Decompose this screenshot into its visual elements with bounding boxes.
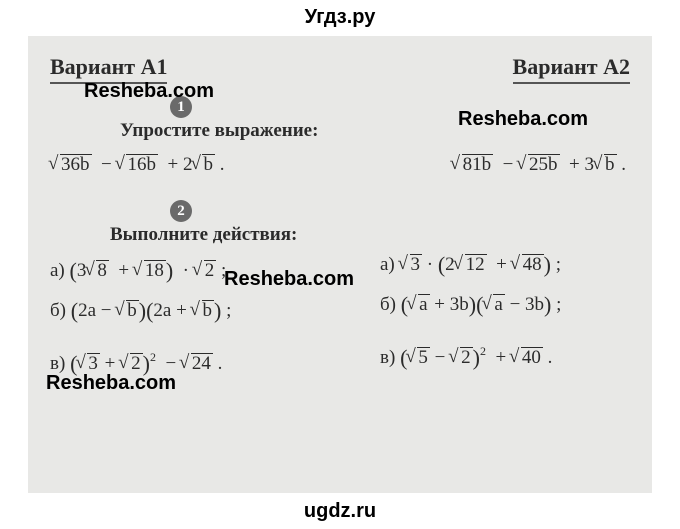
task-badge-2: 2 (170, 200, 192, 222)
watermark-4: Resheba.com (46, 372, 176, 395)
variant-a2-title: Вариант А2 (513, 54, 630, 84)
watermark-2: Resheba.com (458, 108, 588, 131)
a2-item-a: а) 3 · (212 + 48) ; (350, 252, 630, 278)
a2-expr1: 81b − 25b + 3b . (350, 154, 630, 176)
a1-item-b: б) (2a − b)(2a + b) ; (50, 298, 330, 324)
watermark-1: Resheba.com (84, 80, 214, 103)
watermark-3: Resheba.com (224, 268, 354, 291)
a2-item-b: б) (a + 3b)(a − 3b) ; (350, 292, 630, 318)
task2-instruction: Выполните действия: (110, 224, 330, 246)
task1-instruction: Упростите выражение: (120, 120, 330, 142)
page-scan: Resheba.com Resheba.com Resheba.com Resh… (28, 36, 652, 493)
a1-expr1: 36b − 16b + 2b . (50, 154, 330, 176)
a2-item-c: в) (5 − 2)2 + 40 . (350, 344, 630, 371)
top-url: Угдз.ру (0, 6, 680, 29)
bottom-url: ugdz.ru (0, 500, 680, 523)
